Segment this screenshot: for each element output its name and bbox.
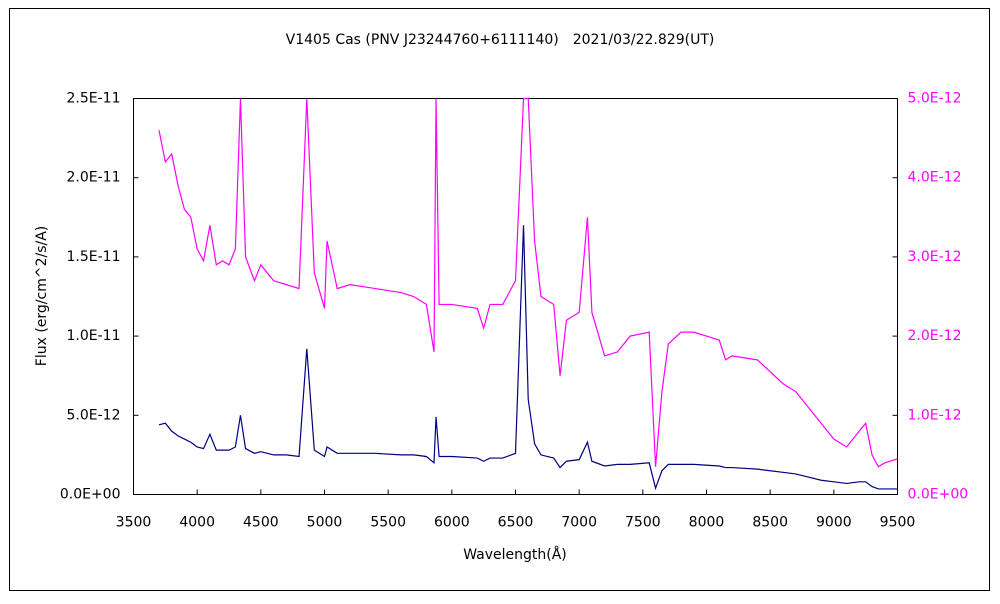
x-tick-label: 4500 [243, 515, 279, 531]
x-tick-label: 3500 [116, 515, 152, 531]
x-tick-label: 8500 [752, 515, 788, 531]
x-axis-label: Wavelength(Å) [463, 546, 567, 563]
y2-tick-label: 2.0E-12 [908, 328, 962, 344]
x-tick-label: 5000 [307, 515, 343, 531]
x-tick-label: 6500 [498, 515, 534, 531]
y2-tick-label: 4.0E-12 [908, 170, 962, 186]
y-tick-label: 2.5E-11 [67, 91, 121, 107]
y2-tick-label: 5.0E-12 [908, 91, 962, 107]
y-tick-label: 5.0E-12 [67, 407, 121, 423]
y2-tick-label: 1.0E-12 [908, 407, 962, 423]
y-axis-label: Flux (erg/cm^2/s/A) [34, 226, 50, 366]
plot-frame [133, 98, 898, 495]
y-tick-label: 0.0E+00 [60, 487, 121, 503]
spectrum-line [158, 97, 898, 468]
chart-title: V1405 Cas (PNV J23244760+6111140) 2021/0… [286, 32, 715, 48]
y-tick-label: 1.0E-11 [67, 328, 121, 344]
x-tick-label: 4000 [179, 515, 215, 531]
x-tick-label: 9500 [880, 515, 916, 531]
y2-tick-label: 0.0E+00 [908, 487, 969, 503]
x-tick-label: 5500 [370, 515, 406, 531]
x-tick-label: 8000 [689, 515, 725, 531]
spectrum-line [158, 225, 898, 491]
y-tick-label: 1.5E-11 [67, 249, 121, 265]
y2-tick-label: 3.0E-12 [908, 249, 962, 265]
x-tick-label: 7500 [625, 515, 661, 531]
x-tick-label: 6000 [434, 515, 470, 531]
x-tick-label: 7000 [561, 515, 597, 531]
x-tick-label: 9000 [816, 515, 852, 531]
y-tick-label: 2.0E-11 [67, 170, 121, 186]
